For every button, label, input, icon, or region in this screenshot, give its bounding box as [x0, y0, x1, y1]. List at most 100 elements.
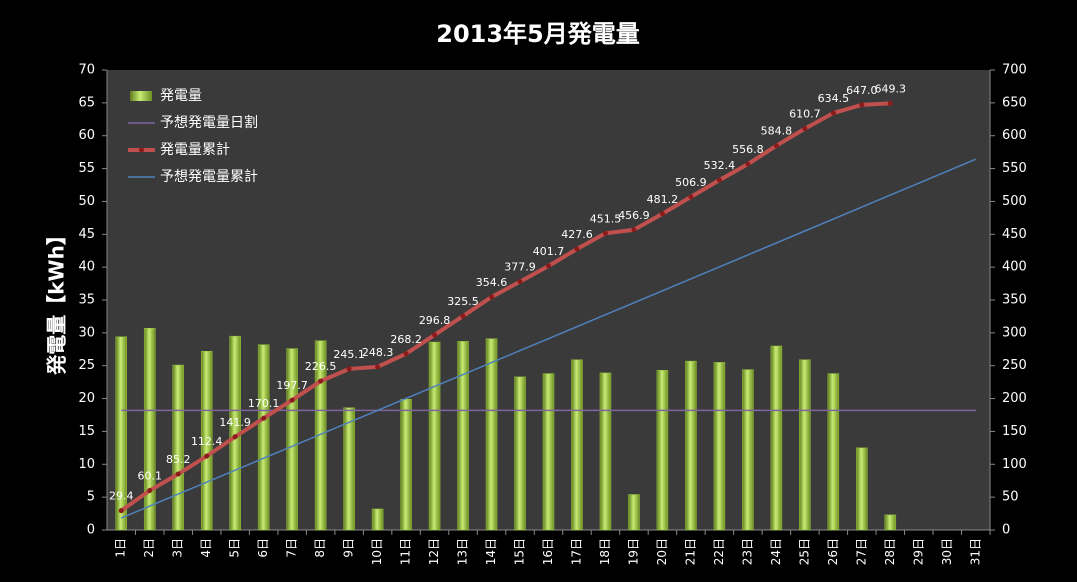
data-label: 377.9: [504, 261, 536, 274]
legend-label: 発電量累計: [160, 142, 230, 158]
x-tick-label: 28日: [883, 538, 897, 565]
y-tick-label: 20: [78, 391, 95, 406]
data-label: 427.6: [561, 228, 593, 241]
bar: [485, 338, 498, 531]
data-label: 85.2: [166, 453, 191, 466]
data-label: 112.4: [191, 435, 223, 448]
bar: [514, 376, 526, 531]
x-tick-label: 22日: [712, 538, 726, 565]
y2-tick-label: 150: [1002, 424, 1027, 439]
line-marker: [688, 194, 694, 200]
x-tick-label: 15日: [513, 538, 527, 565]
y2-tick-label: 650: [1002, 95, 1027, 110]
data-label: 60.1: [137, 470, 162, 483]
x-tick-label: 4日: [199, 538, 213, 558]
data-label: 584.8: [761, 125, 793, 138]
line-marker: [631, 227, 637, 233]
x-tick-label: 11日: [399, 538, 413, 565]
y2-tick-label: 500: [1002, 194, 1027, 209]
data-label: 532.4: [704, 159, 736, 172]
data-label: 226.5: [305, 360, 337, 373]
bar: [628, 494, 640, 531]
bar: [856, 447, 868, 531]
x-tick-label: 7日: [285, 538, 299, 558]
x-tick-label: 14日: [484, 538, 498, 565]
x-tick-label: 29日: [911, 538, 925, 565]
line-marker: [375, 364, 381, 370]
y2-tick-label: 250: [1002, 358, 1027, 373]
line-marker: [574, 246, 580, 252]
data-label: 647.0: [846, 84, 878, 97]
bar: [428, 341, 441, 531]
line-marker: [261, 415, 267, 421]
bar: [200, 351, 213, 531]
y2-tick-label: 50: [1002, 490, 1019, 505]
x-tick-label: 26日: [826, 538, 840, 565]
data-label: 29.4: [109, 490, 134, 503]
line-marker: [773, 143, 779, 149]
line-marker: [460, 313, 466, 319]
x-tick-label: 10日: [370, 538, 384, 565]
y-tick-label: 15: [78, 424, 95, 439]
data-label: 481.2: [647, 193, 679, 206]
line-marker: [318, 378, 324, 384]
x-tick-label: 19日: [626, 538, 640, 565]
y2-tick-label: 300: [1002, 325, 1027, 340]
data-label: 245.1: [333, 348, 365, 361]
data-label: 556.8: [732, 143, 764, 156]
y2-tick-label: 200: [1002, 391, 1027, 406]
bar: [172, 364, 184, 531]
x-tick-label: 30日: [940, 538, 954, 565]
y2-tick-label: 0: [1002, 523, 1010, 538]
line-marker: [602, 230, 608, 236]
line-marker: [859, 102, 865, 108]
data-label: 268.2: [390, 333, 422, 346]
line-marker: [716, 177, 722, 183]
y-tick-label: 65: [78, 95, 95, 110]
bar: [400, 398, 412, 531]
bar: [742, 369, 754, 531]
line-marker: [830, 110, 836, 116]
y-tick-label: 55: [78, 161, 95, 176]
series-line: [120, 101, 891, 513]
line-marker: [232, 434, 238, 440]
line-marker: [289, 397, 295, 403]
bar: [799, 359, 811, 531]
bar: [371, 508, 384, 531]
data-label: 170.1: [248, 397, 280, 410]
data-label: 296.8: [419, 314, 451, 327]
x-tick-label: 13日: [456, 538, 470, 565]
y2-tick-label: 400: [1002, 260, 1027, 275]
legend-marker: [139, 147, 144, 153]
y-tick-label: 30: [78, 325, 95, 340]
bar: [542, 373, 555, 531]
legend-label: 予想発電量日割: [160, 114, 258, 131]
x-tick-label: 23日: [740, 538, 754, 565]
line-marker: [432, 332, 438, 338]
y-tick-label: 50: [78, 194, 95, 209]
y-tick-label: 60: [78, 128, 95, 143]
data-label: 451.5: [590, 212, 622, 225]
data-label: 248.3: [362, 346, 394, 359]
y2-tick-label: 100: [1002, 457, 1027, 472]
bar: [656, 370, 669, 531]
x-tick-label: 12日: [427, 538, 441, 565]
bar: [713, 362, 726, 531]
x-tick-label: 16日: [541, 538, 555, 565]
bar: [286, 348, 298, 531]
chart-title: 2013年5月発電量: [436, 20, 640, 48]
line-marker: [887, 100, 893, 106]
y-tick-label: 25: [78, 358, 95, 373]
x-tick-label: 1日: [114, 538, 128, 558]
y2-tick-label: 550: [1002, 161, 1027, 176]
bar: [314, 340, 327, 531]
line-marker: [489, 294, 495, 300]
y-tick-label: 5: [87, 490, 95, 505]
line-marker: [546, 263, 551, 269]
line-marker: [517, 279, 523, 285]
x-tick-label: 8日: [313, 538, 327, 558]
line-marker: [745, 161, 751, 167]
x-tick-label: 20日: [655, 538, 669, 565]
y2-tick-label: 700: [1002, 63, 1027, 78]
